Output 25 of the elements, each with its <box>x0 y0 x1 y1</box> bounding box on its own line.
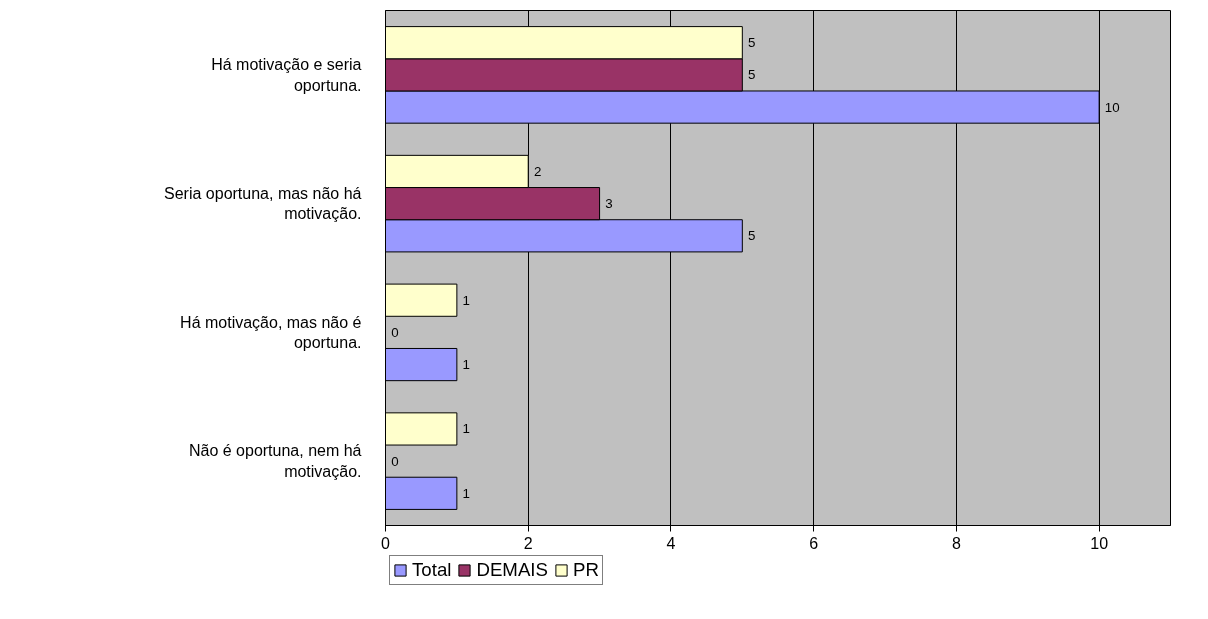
x-tick-label: 2 <box>523 534 533 552</box>
x-tick-label: 6 <box>809 534 819 552</box>
data-label: 0 <box>391 324 399 340</box>
data-label: 1 <box>462 421 470 437</box>
legend-label: Total <box>412 559 452 581</box>
legend-label: PR <box>572 559 599 581</box>
data-label: 1 <box>462 292 470 308</box>
y-tick-label: Não é oportuna, nem há motivação. <box>188 442 362 480</box>
data-label: 2 <box>533 163 542 179</box>
y-tick-label: Seria oportuna, mas não há motivação. <box>164 184 362 223</box>
data-label: 0 <box>391 453 399 469</box>
x-tick-label: 10 <box>1090 534 1109 552</box>
data-label: 1 <box>462 357 470 373</box>
data-label: 5 <box>748 67 756 83</box>
y-tick-label: Há motivação, mas não é oportuna. <box>180 313 362 352</box>
x-tick-label: 0 <box>381 534 391 552</box>
y-tick-label: Há motivação e seria oportuna. <box>211 56 362 94</box>
data-label: 5 <box>748 228 756 244</box>
data-label: 10 <box>1104 99 1120 115</box>
x-tick-label: 4 <box>666 534 676 552</box>
data-label: 1 <box>462 485 470 501</box>
x-tick-label: 8 <box>951 534 961 552</box>
data-label: 3 <box>605 196 613 212</box>
legend-label: DEMAIS <box>476 559 548 581</box>
data-label: 5 <box>748 35 756 51</box>
